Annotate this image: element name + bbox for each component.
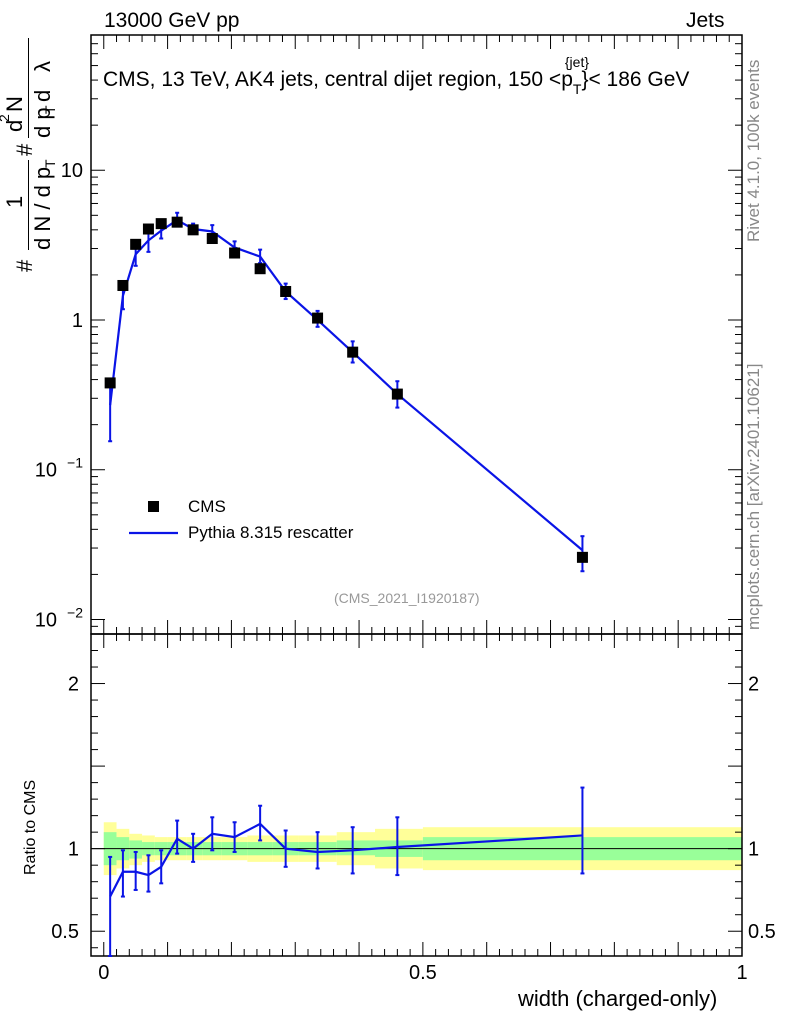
data-point: [254, 263, 266, 275]
data-point: [576, 551, 588, 563]
data-point: [171, 216, 183, 228]
legend-marker-cms: [148, 501, 159, 512]
chart-title-sub: T: [572, 81, 582, 97]
main-y-tick-label: 10: [35, 609, 57, 631]
data-point: [280, 285, 292, 297]
data-point: [142, 223, 154, 235]
main-y-tick-label: 1: [72, 310, 83, 332]
data-point: [229, 247, 241, 259]
data-point: [312, 312, 324, 324]
ratio-band-inner: [129, 840, 143, 859]
data-point: [130, 238, 142, 250]
ratio-band-inner: [336, 840, 376, 856]
analysis-id: (CMS_2021_I1920187): [334, 590, 480, 606]
main-panel-frame: [90, 34, 743, 635]
ratio-y-tick-label-right: 1: [748, 839, 759, 861]
chart-title-suffix: }< 186 GeV: [581, 68, 690, 91]
data-point: [206, 233, 218, 245]
data-point: [155, 218, 167, 230]
ratio-panel-frame: [90, 633, 743, 957]
main-y-tick-exponent: −2: [67, 604, 83, 620]
chart-title: CMS, 13 TeV, AK4 jets, central dijet reg…: [103, 54, 690, 97]
ratio-y-tick-label-right: 2: [748, 674, 759, 696]
ratio-y-tick-label: 1: [68, 839, 79, 861]
data-point: [187, 224, 199, 236]
data-point: [391, 388, 403, 400]
chart-title-sup: {jet}: [564, 54, 590, 70]
main-y-tick-exponent: −1: [67, 455, 83, 471]
chart-title-prefix: CMS, 13 TeV, AK4 jets, central dijet reg…: [103, 68, 573, 91]
header-right: Jets: [686, 9, 725, 32]
x-tick-label: 0: [98, 962, 109, 984]
x-axis-label: width (charged-only): [518, 986, 718, 1011]
main-y-tick-label: 10: [35, 460, 57, 482]
mc-line: [109, 218, 584, 552]
ratio-y-tick-label: 0.5: [51, 921, 79, 943]
data-point: [117, 279, 129, 291]
x-tick-label: 0.5: [409, 962, 437, 984]
header-left: 13000 GeV pp: [104, 9, 240, 32]
legend-label-cms: CMS: [188, 497, 226, 516]
ratio-y-tick-label-right: 0.5: [748, 921, 776, 943]
ratio-y-tick-label: 2: [68, 674, 79, 696]
data-point: [347, 346, 359, 358]
main-y-tick-label: 10: [61, 160, 83, 182]
data-point: [104, 377, 116, 389]
x-tick-label: 1: [736, 962, 747, 984]
legend-label-pythia: Pythia 8.315 rescatter: [188, 523, 354, 542]
